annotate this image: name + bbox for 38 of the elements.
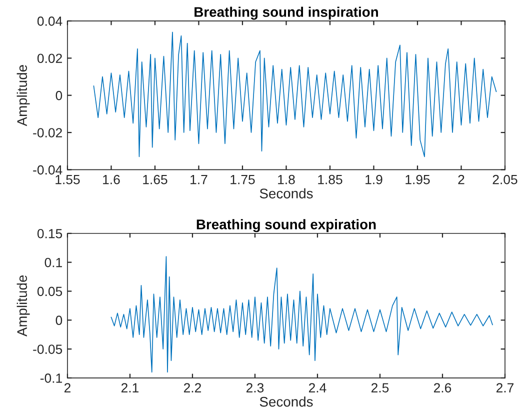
x-tick-label: 1.65	[143, 174, 168, 184]
y-tick-label: 0	[56, 316, 62, 326]
x-tick-label: 2	[458, 174, 464, 184]
x-tick-label: 2.6	[434, 383, 452, 392]
y-tick-label: 0.04	[37, 16, 62, 26]
x-tick-label: 1.8	[278, 174, 295, 184]
x-tick-label: 1.85	[318, 174, 342, 184]
y-axis-title: Amplitude	[16, 65, 30, 126]
y-tick-label: 0.1	[44, 258, 62, 268]
x-tick-label: 2	[64, 383, 70, 392]
x-tick-label: 1.9	[366, 174, 382, 184]
y-tick-label: 0.02	[37, 54, 62, 64]
x-tick-label: 2.1	[121, 383, 138, 392]
x-tick-label: 1.7	[190, 175, 208, 184]
line-series	[110, 256, 493, 373]
y-tick-label: -0.1	[40, 374, 62, 383]
x-tick-label: 2.2	[184, 383, 201, 392]
chart-title: Breathing sound inspiration	[194, 6, 378, 20]
y-axis-title: Amplitude	[16, 275, 30, 337]
x-tick-label: 2.05	[492, 174, 518, 184]
x-tick-label: 1.6	[103, 174, 120, 184]
x-tick-label: 2.3	[246, 383, 264, 392]
y-tick-label: 0.15	[37, 228, 62, 238]
y-tick-label: -0.05	[33, 344, 62, 354]
x-tick-label: 2.4	[308, 383, 326, 392]
y-tick-label: 0.05	[37, 286, 62, 296]
x-tick-label: 1.95	[406, 174, 430, 184]
x-axis-title: Seconds	[260, 396, 313, 407]
y-tick-label: -0.02	[33, 128, 62, 138]
x-axis-title: Seconds	[260, 188, 313, 198]
x-tick-label: 1.55	[56, 175, 80, 184]
x-tick-label: 2.5	[371, 383, 389, 392]
y-tick-label: 0	[56, 90, 62, 100]
y-tick-label: -0.04	[33, 165, 62, 175]
x-tick-label: 1.75	[230, 175, 255, 184]
chart-title: Breathing sound expiration	[196, 219, 376, 232]
line-series	[93, 32, 497, 158]
x-tick-label: 2.7	[496, 383, 514, 392]
